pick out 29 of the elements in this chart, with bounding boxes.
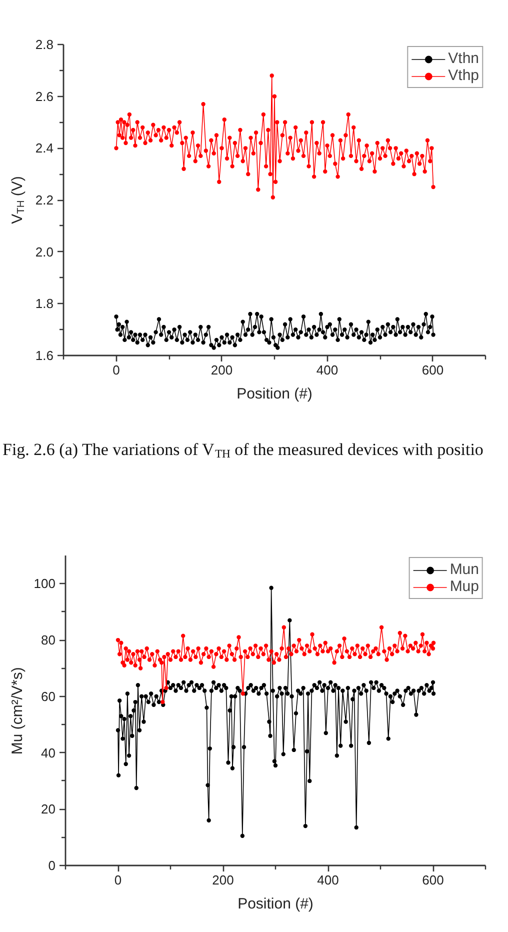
y-tick-label: 2.2 [35,192,54,208]
y-axis-title: VTH (V) [9,176,27,224]
x-axis-title: Position (#) [238,896,314,912]
x-tick-label: 200 [212,872,234,888]
x-tick-label: 0 [112,362,120,378]
y-tick-label: 1.8 [35,296,54,312]
x-tick-label: 400 [316,362,338,378]
legend-label: Vthn [448,50,479,67]
y-tick-label: 1.6 [35,348,54,363]
y-tick-label: 0 [48,858,56,873]
y-tick-label: 2.6 [35,88,54,104]
x-tick-label: 0 [114,872,122,888]
y-tick-label: 80 [41,632,56,648]
legend-label: Mun [450,561,479,578]
x-tick-label: 600 [422,362,444,378]
x-tick-label: 200 [210,362,233,378]
legend-label: Mup [450,578,479,595]
legend-label: Vthp [448,67,479,84]
y-tick-label: 2.8 [35,37,54,52]
x-axis-title: Position (#) [236,386,312,402]
y-tick-label: 20 [41,802,56,817]
y-tick-label: 2.0 [35,244,54,260]
x-tick-label: 400 [317,872,339,888]
y-tick-label: 2.4 [35,140,54,156]
y-tick-label: 100 [34,576,56,592]
x-tick-label: 600 [422,872,444,888]
y-tick-label: 40 [41,745,56,760]
y-tick-label: 60 [41,688,56,704]
y-axis-title: Mu (cm²/V*s) [9,667,26,755]
